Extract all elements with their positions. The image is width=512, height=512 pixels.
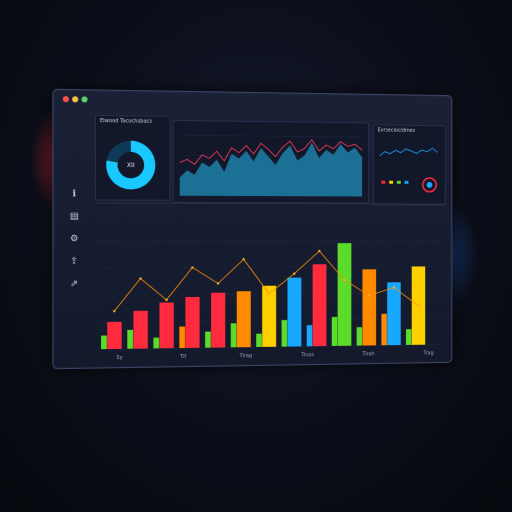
settings-icon[interactable]: ⚙ [68,233,80,245]
trend-point [417,304,419,306]
share-icon[interactable]: ⇪ [68,256,80,268]
bar-secondary [205,332,211,348]
bar-secondary [101,336,107,350]
area-panel [173,120,369,203]
gauge-center [427,182,433,188]
trend-point [268,293,270,295]
x-tick-label: Tirag [239,353,253,359]
bar-primary [338,243,352,346]
x-tick-label: Tirah [361,351,374,357]
bar-primary [107,322,121,349]
trend-point [343,279,345,281]
trend-point [318,250,320,252]
donut-slice [107,140,131,162]
minimize-button[interactable] [72,96,78,102]
bar-primary [133,311,147,349]
x-tick-label: Truss [300,352,314,358]
bar-secondary [381,314,386,346]
mini-legend-swatch [397,181,401,184]
area-fill [180,141,362,196]
trend-point [191,266,193,268]
area-gridline [180,135,362,137]
donut-center-label: XII [127,162,135,169]
link-icon[interactable]: ⇗ [68,278,80,290]
trend-point [139,277,141,279]
x-tick-label: Trag [423,350,434,356]
x-tick-label: Tif [179,354,186,360]
bar-primary [362,269,376,345]
trend-point [242,258,244,260]
bar-secondary [357,327,362,345]
small-chart [374,125,445,204]
mini-legend-swatch [405,181,409,184]
bar-primary [387,282,401,345]
bar-secondary [179,327,185,349]
mini-legend-swatch [381,181,385,184]
main-gridline [95,214,444,215]
sidebar: ℹ ▤ ⚙ ⇪ ⇗ [64,188,89,300]
small-panel: Evrseciocidmes [373,124,446,205]
donut-chart: XII [96,116,170,200]
mini-legend-swatch [389,181,393,184]
area-chart [174,121,368,202]
bar-secondary [332,317,337,346]
trend-point [165,299,167,301]
dashboard-window: ℹ ▤ ⚙ ⇪ ⇗ Elwood Tacochsbacs XII Evrseci… [52,89,452,370]
main-gridline [95,266,444,268]
x-tick-label: Sy [116,355,122,361]
bar-primary [287,278,301,347]
bar-primary [160,302,174,348]
trend-point [217,282,219,284]
main-bar-chart: Sy Tif Tirag Truss Tirah Trag [95,203,444,362]
bar-secondary [256,334,262,347]
window-titlebar [53,90,451,114]
bar-secondary [153,338,159,349]
maximize-button[interactable] [81,96,87,102]
bar-secondary [307,325,313,346]
bar-secondary [231,323,237,347]
info-icon[interactable]: ℹ [68,188,80,200]
trend-point [113,310,115,312]
mini-line [380,148,438,157]
document-icon[interactable]: ▤ [68,211,80,223]
trend-point [393,286,395,288]
trend-point [293,272,295,274]
trend-point [368,294,370,296]
bar-primary [185,297,199,348]
bar-primary [237,291,251,347]
bar-secondary [406,329,411,345]
bar-secondary [282,320,288,347]
close-button[interactable] [63,96,69,102]
bar-primary [313,264,327,346]
donut-panel: Elwood Tacochsbacs XII [95,115,171,201]
bar-primary [211,293,225,348]
bar-secondary [127,330,133,349]
